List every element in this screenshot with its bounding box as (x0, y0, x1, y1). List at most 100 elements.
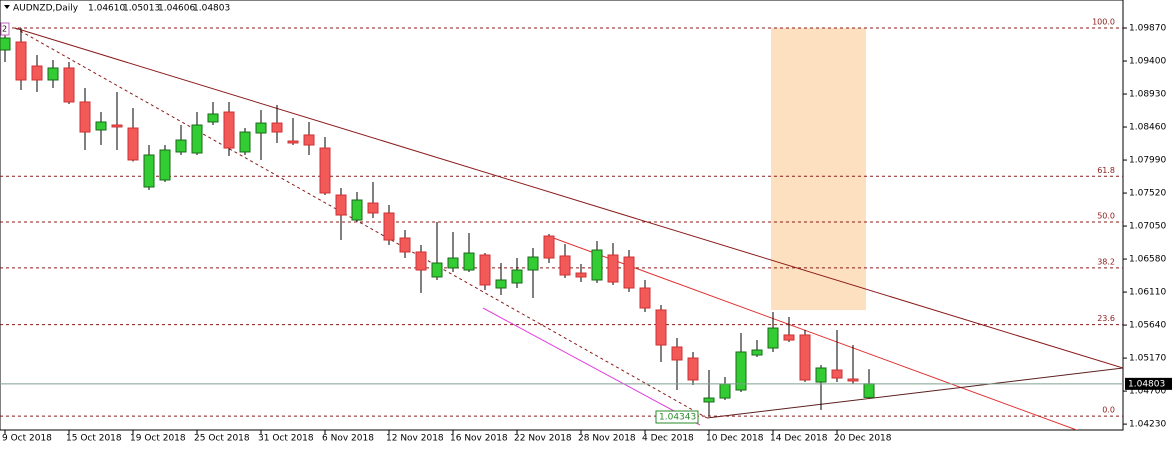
drawings (14, 27, 1123, 430)
open-label: 1.04610 (88, 4, 125, 14)
candle-body (655, 309, 667, 346)
candle-body (319, 147, 331, 194)
current-price-label: 1.04803 (1128, 379, 1165, 389)
candle-body (47, 67, 59, 81)
y-tick-label: 1.06110 (1129, 288, 1166, 298)
candle-body (607, 254, 619, 283)
candle-body (143, 154, 155, 188)
candle-body (287, 140, 299, 144)
fib-label: 50.0 (1097, 212, 1115, 221)
x-tick-label: 14 Dec 2018 (770, 434, 828, 444)
x-tick-label: 6 Nov 2018 (322, 434, 374, 444)
fibonacci: 100.0 61.8 50.0 38.2 23.6 0.0 (0, 18, 1123, 417)
y-tick-label: 1.07990 (1129, 156, 1166, 166)
low-price-label: 1.04343 (659, 413, 696, 423)
high-label: 1.05013 (123, 4, 160, 14)
candle-body (751, 349, 763, 356)
y-tick-label: 1.05170 (1129, 354, 1166, 364)
fib-label: 23.6 (1097, 314, 1115, 323)
y-tick-label: 1.05640 (1129, 321, 1166, 331)
y-tick-label: 1.07520 (1129, 189, 1166, 199)
object-marker (0, 22, 10, 36)
candle-body (303, 134, 315, 146)
trendline (14, 27, 708, 419)
candle-body (399, 237, 411, 253)
object-label: 2 (2, 25, 7, 34)
candle-body (431, 262, 443, 278)
low-price-box (655, 410, 699, 424)
x-tick-label: 28 Nov 2018 (578, 434, 636, 444)
candle-body (847, 378, 859, 382)
candle-body (591, 249, 603, 281)
x-tick-label: 25 Oct 2018 (194, 434, 250, 444)
candle-body (31, 65, 43, 81)
low-label: 1.04606 (158, 4, 195, 14)
candle-body (127, 127, 139, 161)
fib-label: 100.0 (1092, 18, 1115, 27)
candle-body (0, 37, 11, 51)
trendline (14, 27, 1123, 369)
candle-body (335, 194, 347, 216)
candle-body (447, 257, 459, 269)
candle-body (511, 269, 523, 284)
candle-body (271, 122, 283, 133)
current-price-tag (1125, 377, 1172, 390)
candle-body (719, 383, 731, 399)
y-tick-label: 1.09870 (1129, 24, 1166, 34)
x-tick-label: 31 Oct 2018 (258, 434, 314, 444)
candle-body (63, 67, 75, 103)
candle-body (15, 41, 27, 81)
x-tick-label: 16 Nov 2018 (450, 434, 508, 444)
menu-triangle[interactable] (4, 5, 10, 9)
candle-body (111, 124, 123, 128)
zone-rectangle (771, 28, 866, 310)
candle-body (495, 279, 507, 289)
trendline (482, 307, 701, 426)
candle-body (95, 121, 107, 131)
candle-body (767, 327, 779, 349)
axes: 1.09870 1.09400 1.08930 1.08460 1.07990 1.075… (2, 24, 1172, 444)
y-tick-label: 1.07050 (1129, 222, 1166, 232)
candle-body (799, 334, 811, 381)
y-tick-label: 1.08930 (1129, 90, 1166, 100)
candle-body (351, 199, 363, 221)
candle-body (255, 122, 267, 134)
candle-body (207, 113, 219, 123)
candle-body (783, 334, 795, 341)
candle-body (735, 351, 747, 391)
candles (0, 28, 1123, 417)
x-tick-label: 10 Dec 2018 (706, 434, 764, 444)
candle-body (415, 251, 427, 271)
candle-body (79, 101, 91, 133)
x-tick-label: 9 Oct 2018 (2, 434, 52, 444)
plot-frame (0, 0, 1124, 431)
candle-body (559, 255, 571, 276)
candle-body (671, 346, 683, 361)
fib-label: 38.2 (1097, 257, 1115, 266)
candle-body (383, 212, 395, 241)
candle-body (815, 367, 827, 383)
x-tick-label: 22 Nov 2018 (514, 434, 572, 444)
candle-body (543, 235, 555, 259)
y-tick-label: 1.09400 (1129, 57, 1166, 67)
close-label: 1.04803 (193, 4, 230, 14)
y-tick-label: 1.08460 (1129, 123, 1166, 133)
x-tick-label: 20 Dec 2018 (834, 434, 892, 444)
candle-body (175, 139, 187, 153)
fib-label: 0.0 (1102, 406, 1115, 415)
fib-label: 61.8 (1097, 166, 1115, 175)
candle-body (463, 252, 475, 271)
candle-body (687, 357, 699, 381)
y-tick-label: 1.06580 (1129, 255, 1166, 265)
chart-title: AUDNZD,Daily (13, 4, 79, 14)
trendline (547, 235, 1079, 430)
candle-body (527, 256, 539, 271)
candle-body (223, 111, 235, 149)
x-tick-label: 19 Oct 2018 (130, 434, 186, 444)
candle-body (639, 287, 651, 309)
candle-body (703, 397, 715, 403)
x-tick-label: 4 Dec 2018 (642, 434, 694, 444)
candle-body (479, 254, 491, 286)
y-tick-label: 1.04700 (1129, 387, 1166, 397)
